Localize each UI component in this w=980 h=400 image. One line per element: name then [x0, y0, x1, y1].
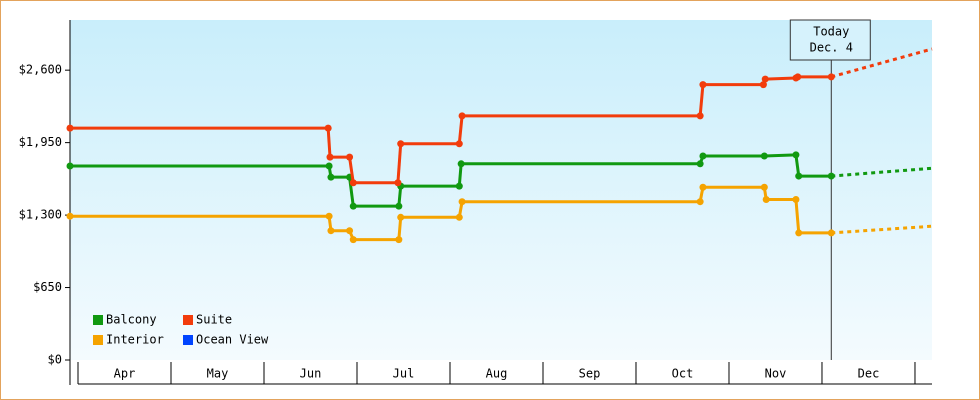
legend-swatch	[93, 315, 103, 325]
point	[349, 236, 357, 244]
point	[327, 227, 335, 235]
point	[827, 229, 835, 237]
point	[325, 162, 333, 170]
point	[792, 151, 800, 159]
point	[760, 183, 768, 191]
point	[455, 182, 463, 190]
x-tick-label: Sep	[579, 367, 601, 381]
point	[327, 173, 335, 181]
point	[458, 112, 466, 120]
point	[349, 179, 357, 187]
point	[762, 195, 770, 203]
point	[346, 153, 354, 161]
x-tick-label: Aug	[486, 367, 508, 381]
line-segment	[765, 76, 796, 81]
line-segment	[457, 115, 464, 144]
point	[66, 162, 74, 170]
point	[760, 152, 768, 160]
point	[759, 81, 767, 89]
line-segment	[326, 128, 332, 158]
point	[457, 160, 465, 168]
point	[761, 75, 769, 83]
point	[346, 227, 354, 235]
x-tick-label: May	[207, 367, 229, 381]
point	[795, 172, 803, 180]
y-tick-label: $1,300	[19, 208, 62, 222]
legend-label: Suite	[196, 313, 232, 327]
point	[699, 81, 707, 89]
point	[794, 73, 802, 81]
legend-swatch	[93, 335, 103, 345]
line-segment	[794, 199, 801, 234]
point	[792, 195, 800, 203]
point	[395, 236, 403, 244]
line-segment	[764, 153, 796, 158]
point	[66, 212, 74, 220]
x-tick-label: Nov	[765, 367, 787, 381]
point	[699, 152, 707, 160]
point	[795, 229, 803, 237]
point	[324, 124, 332, 132]
line-segment	[457, 163, 463, 187]
projection-segment	[830, 47, 933, 79]
y-tick-label: $650	[33, 280, 62, 294]
point	[455, 213, 463, 221]
today-box	[789, 19, 871, 61]
x-tick-label: Dec	[858, 367, 880, 381]
legend-swatch	[183, 315, 193, 325]
plot-area	[70, 20, 932, 360]
legend-swatch	[183, 335, 193, 345]
point	[696, 198, 704, 206]
point	[325, 212, 333, 220]
line-segment	[348, 156, 355, 183]
projection-segment	[831, 166, 933, 178]
point	[394, 179, 402, 187]
x-tick-label: Apr	[114, 367, 136, 381]
line-segment	[397, 217, 403, 240]
point	[395, 202, 403, 210]
point	[696, 112, 704, 120]
x-tick-label: Jun	[300, 367, 322, 381]
x-tick-label: Oct	[672, 367, 694, 381]
projection-segment	[831, 224, 933, 235]
point	[699, 183, 707, 191]
point	[66, 124, 74, 132]
y-tick-label: $1,950	[19, 135, 62, 149]
point	[827, 73, 835, 81]
today-label: Today	[813, 25, 849, 39]
legend-label: Balcony	[106, 313, 157, 327]
point	[827, 172, 835, 180]
line-segment	[698, 84, 705, 117]
y-tick-label: $2,600	[19, 63, 62, 77]
point	[696, 160, 704, 168]
point	[397, 213, 405, 221]
point	[455, 140, 463, 148]
point	[326, 153, 334, 161]
point	[397, 140, 405, 148]
legend-label: Interior	[106, 333, 164, 347]
x-tick-label: Jul	[393, 367, 415, 381]
point	[349, 202, 357, 210]
point	[458, 198, 466, 206]
y-tick-label: $0	[48, 353, 62, 367]
line-segment	[794, 154, 801, 177]
line-segment	[396, 143, 403, 183]
legend-label: Ocean View	[196, 333, 269, 347]
today-label: Dec. 4	[810, 41, 853, 55]
